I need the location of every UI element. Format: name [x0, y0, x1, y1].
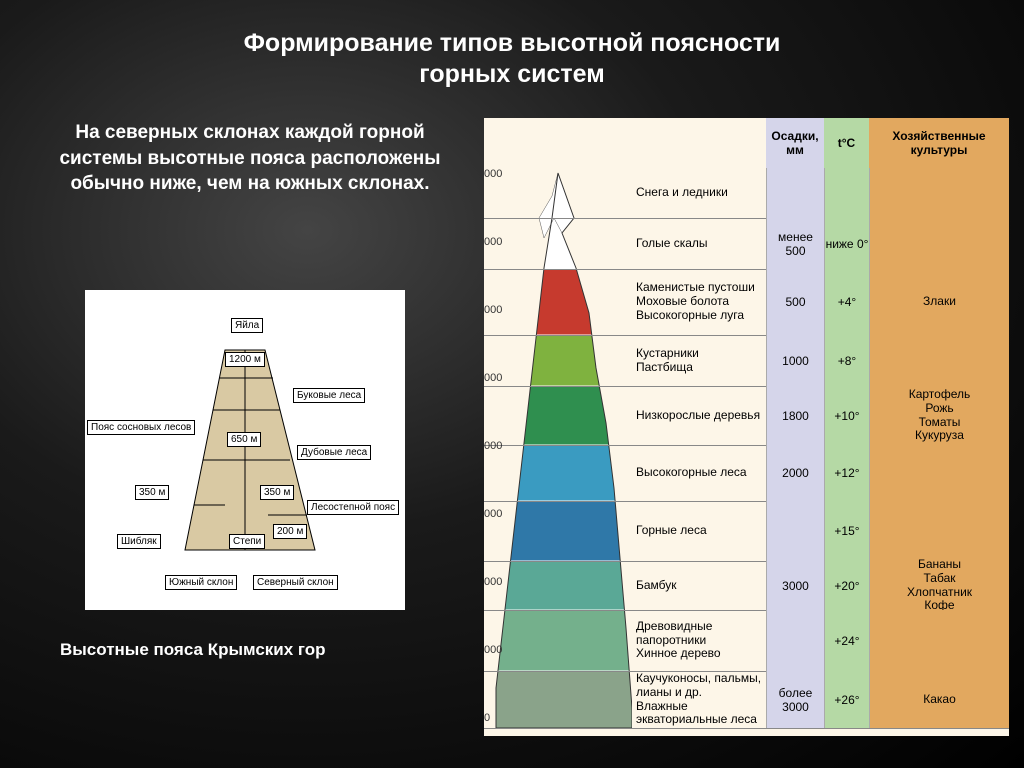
subtitle-text: На северных склонах каждой горной систем…: [30, 120, 470, 197]
zone-row: Снега и ледники: [484, 168, 1009, 218]
crimea-fs: Лесостепной пояс: [307, 500, 399, 515]
axis-tick: 0: [484, 712, 490, 724]
zone-veg: КустарникиПастбища: [632, 343, 766, 379]
zone-row: Горные леса +15°: [484, 501, 1009, 561]
zone-precip: 2000: [766, 445, 824, 501]
axis-tick: 000: [484, 372, 502, 384]
hdr-crops: Хозяйственные культуры: [869, 118, 1009, 168]
zone-veg: Горные леса: [632, 520, 766, 542]
crimea-350b: 350 м: [260, 485, 294, 500]
crimea-steppe: Степи: [229, 534, 265, 549]
zone-row: Высокогорные леса2000+12°: [484, 445, 1009, 501]
zone-temp: +26°: [824, 671, 869, 728]
zone-crop: [869, 168, 1009, 218]
zone-crop: Какао: [869, 671, 1009, 728]
zone-temp: +15°: [824, 501, 869, 561]
crimea-beech: Буковые леса: [293, 388, 365, 403]
crimea-650: 650 м: [227, 432, 261, 447]
crimea-200: 200 м: [273, 524, 307, 539]
zone-temp: +20°: [824, 561, 869, 610]
title-line1: Формирование типов высотной поясности: [0, 28, 1024, 59]
zone-crop: Злаки: [869, 269, 1009, 335]
zone-crop: [869, 335, 1009, 386]
zone-precip: 1800: [766, 386, 824, 445]
zone-veg: Древовидные папоротникиХинное дерево: [632, 616, 766, 665]
zone-precip: 1000: [766, 335, 824, 386]
zone-row: Древовидные папоротникиХинное дерево +24°: [484, 610, 1009, 671]
crimea-south: Южный склон: [165, 575, 237, 590]
zone-temp: +10°: [824, 386, 869, 445]
axis-tick: 000: [484, 168, 502, 180]
zone-temp: +24°: [824, 610, 869, 671]
zone-crop: КартофельРожьТоматыКукуруза: [869, 386, 1009, 445]
zone-veg: Каменистые пустошиМоховые болотаВысокого…: [632, 277, 766, 326]
crimea-diagram: Яйла 1200 м Пояс сосновых лесов Буковые …: [85, 290, 405, 610]
zone-veg: Низкорослые деревья: [632, 405, 766, 427]
axis-tick: 000: [484, 440, 502, 452]
zone-precip: [766, 501, 824, 561]
crimea-shib: Шибляк: [117, 534, 161, 549]
page-title: Формирование типов высотной поясности го…: [0, 0, 1024, 91]
title-line2: горных систем: [0, 59, 1024, 90]
axis-tick: 000: [484, 304, 502, 316]
zone-veg: Бамбук: [632, 575, 766, 597]
axis-tick: 000: [484, 236, 502, 248]
zone-crop: БананыТабакХлопчатникКофе: [869, 561, 1009, 610]
axis-tick: 000: [484, 644, 502, 656]
zone-precip: [766, 610, 824, 671]
zone-precip: более 3000: [766, 671, 824, 728]
zone-veg: Высокогорные леса: [632, 462, 766, 484]
zone-precip: 3000: [766, 561, 824, 610]
crimea-north: Северный склон: [253, 575, 338, 590]
zone-veg: Каучуконосы, пальмы, лианы и др.Влажные …: [632, 668, 766, 731]
axis-tick: 000: [484, 508, 502, 520]
hdr-precip: Осадки, мм: [766, 118, 824, 168]
zone-temp: +12°: [824, 445, 869, 501]
crimea-yaila: Яйла: [231, 318, 263, 333]
crimea-caption: Высотные пояса Крымских гор: [60, 640, 326, 660]
zone-row: Бамбук3000+20°БананыТабакХлопчатникКофе: [484, 561, 1009, 610]
zone-temp: ниже 0°: [824, 218, 869, 269]
left-column: На северных склонах каждой горной систем…: [30, 120, 470, 197]
zone-temp: [824, 168, 869, 218]
zone-row: Низкорослые деревья1800+10°КартофельРожь…: [484, 386, 1009, 445]
axis-tick: 000: [484, 576, 502, 588]
zone-row: Каучуконосы, пальмы, лианы и др.Влажные …: [484, 671, 1009, 728]
zone-precip: 500: [766, 269, 824, 335]
crimea-1200: 1200 м: [225, 352, 265, 367]
zone-precip: [766, 168, 824, 218]
crimea-oak: Дубовые леса: [297, 445, 371, 460]
zone-veg: Голые скалы: [632, 233, 766, 255]
zone-row: Каменистые пустошиМоховые болотаВысокого…: [484, 269, 1009, 335]
zone-crop: [869, 445, 1009, 501]
crimea-350a: 350 м: [135, 485, 169, 500]
hdr-temp: t°C: [824, 118, 869, 168]
zone-crop: [869, 218, 1009, 269]
crimea-pine: Пояс сосновых лесов: [87, 420, 195, 435]
zone-temp: +8°: [824, 335, 869, 386]
zone-crop: [869, 610, 1009, 671]
zone-row: КустарникиПастбища1000+8°: [484, 335, 1009, 386]
zone-row: Голые скалыменее 500ниже 0°: [484, 218, 1009, 269]
zone-veg: Снега и ледники: [632, 182, 766, 204]
zone-crop: [869, 501, 1009, 561]
zone-temp: +4°: [824, 269, 869, 335]
panel-header: Осадки, мм t°C Хозяйственные культуры: [484, 118, 1009, 168]
zone-precip: менее 500: [766, 218, 824, 269]
altitudinal-zones-panel: Осадки, мм t°C Хозяйственные культуры Сн…: [484, 118, 1009, 736]
